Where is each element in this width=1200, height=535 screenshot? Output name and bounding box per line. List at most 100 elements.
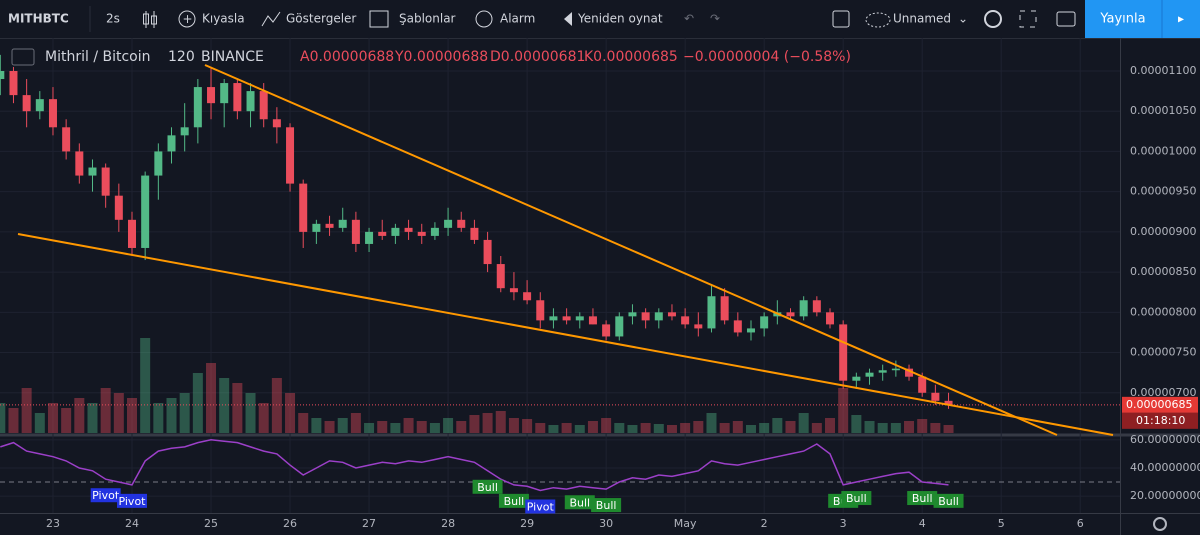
fullscreen-toggle[interactable] [832, 10, 850, 28]
candle-body [351, 219, 360, 244]
volume-bar [219, 378, 230, 433]
signal-label: Pivot [527, 500, 555, 513]
indicators-button[interactable]: Göstergeler [286, 12, 356, 26]
candle-body [167, 135, 176, 152]
volume-bar [416, 421, 427, 433]
x-tick-label: 2 [761, 517, 768, 530]
volume-bar [640, 423, 651, 433]
publish-label[interactable]: Yayınla [1099, 12, 1145, 27]
candle-body [470, 227, 479, 240]
candle-body [391, 227, 400, 236]
legend-interval: 120 [168, 49, 195, 65]
volume-bar [838, 388, 849, 433]
publish-button[interactable] [1085, 0, 1200, 38]
candle-body [733, 320, 742, 333]
volume-bar [324, 421, 335, 433]
candle-body [75, 151, 84, 176]
candle-body [272, 119, 281, 128]
interval-button[interactable]: 2s [106, 12, 120, 26]
volume-bar [785, 421, 796, 433]
layout-name[interactable]: Unnamed [893, 12, 951, 26]
volume-bar [877, 423, 888, 433]
fullscreen-button[interactable] [1019, 10, 1037, 28]
signal-tag [90, 488, 121, 503]
volume-bar [127, 398, 137, 433]
candle-body [720, 296, 729, 321]
publish-arrow[interactable]: ▸ [1178, 12, 1184, 26]
last-price-tag [1122, 396, 1198, 413]
symbol[interactable]: MITHBTC [8, 12, 69, 26]
y-tick-label: 0.00001050 [1130, 104, 1196, 117]
y-tick-label: 0.00000850 [1130, 265, 1196, 278]
candle-body [760, 316, 769, 329]
candle-body [88, 167, 97, 176]
candle-body [509, 288, 518, 293]
alert-button[interactable]: Alarm [500, 12, 535, 26]
candle-body [602, 324, 611, 337]
volume-bar [232, 383, 243, 433]
volume-bar [943, 425, 954, 433]
volume-bar [798, 413, 809, 433]
y-tick-label: 0.00001100 [1130, 64, 1196, 77]
candle-body [193, 87, 202, 128]
legend-low: D0.00000681 [490, 49, 585, 65]
chart-style-button[interactable] [143, 11, 157, 28]
undo-button[interactable]: ↶ [684, 12, 694, 26]
candle-body [496, 264, 505, 289]
signal-tag [591, 498, 622, 513]
volume-bar [759, 423, 770, 433]
candle-body [417, 231, 426, 236]
candle-body [786, 312, 795, 317]
candle-body [246, 91, 255, 112]
axis-settings[interactable] [1153, 517, 1167, 531]
candle-body [9, 70, 18, 96]
candle-body [536, 300, 545, 321]
layout-menu[interactable]: ⌄ [958, 12, 968, 26]
legend: Mithril / Bitcoin 120 BINANCE A0.0000068… [11, 48, 851, 66]
candle-body [430, 227, 439, 236]
countdown-label: 01:18:10 [1136, 414, 1185, 427]
candle-body [707, 296, 716, 329]
last-price-label: 0.00000685 [1126, 398, 1192, 411]
candle-body [654, 312, 663, 321]
x-tick-label: 27 [362, 517, 376, 530]
replay-button[interactable]: Yeniden oynat [577, 12, 663, 26]
volume-bar [206, 363, 217, 433]
candle-body [905, 368, 914, 377]
trendline-upper[interactable] [204, 64, 1058, 436]
redo-button[interactable]: ↷ [710, 12, 720, 26]
legend-collapse[interactable] [11, 48, 35, 66]
candle-body [799, 300, 808, 317]
x-tick-label: 28 [441, 517, 455, 530]
volume-bar [456, 421, 467, 433]
candle-body [220, 83, 229, 104]
signal-tag [564, 495, 595, 510]
trendline-lower[interactable] [17, 233, 1114, 436]
candle-body [562, 316, 571, 321]
volume-bar [522, 419, 533, 433]
volume-bar [614, 423, 625, 433]
signal-tag [472, 479, 503, 494]
compare-plus: + [183, 12, 193, 26]
rsi-tick-label: 60.00000000 [1130, 433, 1200, 446]
volume-bar [390, 423, 401, 433]
legend-open: A0.00000688 [300, 49, 394, 65]
volume-bar [890, 423, 901, 433]
candle-body [48, 99, 57, 128]
x-tick-label: 5 [998, 517, 1005, 530]
settings-button[interactable] [984, 10, 1002, 28]
candle-body [523, 292, 532, 301]
x-tick-label: 25 [204, 517, 218, 530]
candle-body [325, 223, 334, 228]
legend-exchange: BINANCE [201, 49, 264, 65]
candle-body [0, 70, 5, 80]
snapshot-button[interactable] [1056, 11, 1076, 27]
volume-bar [403, 418, 414, 433]
volume-bar [100, 388, 111, 433]
templates-button[interactable]: Şablonlar [399, 12, 456, 26]
compare-button[interactable]: Kıyasla [202, 12, 245, 26]
candle-body [812, 300, 821, 313]
candle-body [101, 167, 110, 196]
replay-icon [564, 12, 572, 26]
